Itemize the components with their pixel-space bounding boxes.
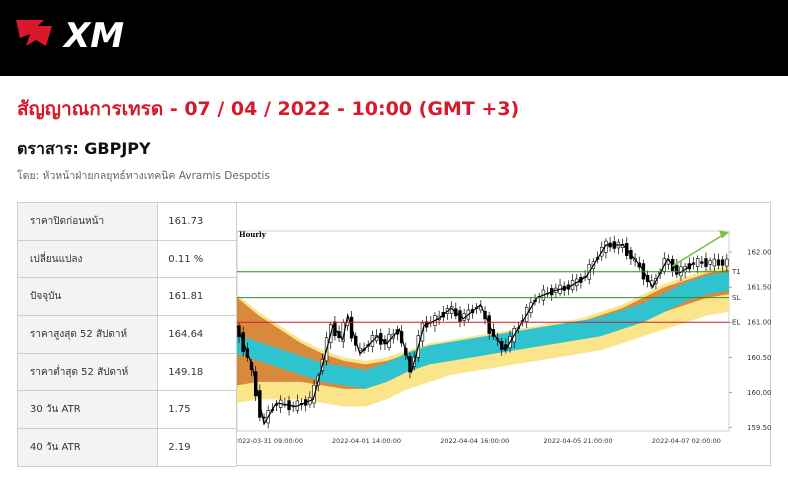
table-row: 30 วัน ATR 1.75: [16, 390, 237, 430]
price-chart-svg: Hourly T1 SL EL 162.00 161.50 161.00 160.50 160…: [237, 230, 772, 445]
stat-value: 2.19: [157, 428, 237, 467]
x-tick-label: 2022-04-01 14:00:00: [332, 437, 401, 445]
stat-label: ราคาปิดก่อนหน้า: [16, 202, 159, 241]
stat-label: 30 วัน ATR: [16, 390, 159, 430]
level-label-sl: SL: [732, 294, 740, 302]
projection-arrowhead: [719, 230, 729, 239]
table-row: ราคาสูงสุด 52 สัปดาห์ 164.64: [16, 315, 237, 354]
stat-label: เปลี่ยนแปลง: [16, 239, 159, 279]
zigzag-line: [237, 244, 695, 426]
candle-body: [708, 260, 712, 265]
price-stats-table: ราคาปิดก่อนหน้า 161.73 เปลี่ยนแปลง 0.11 …: [16, 202, 237, 467]
candle-body: [725, 258, 729, 267]
candle-body: [312, 384, 316, 404]
stat-value: 1.75: [157, 390, 237, 430]
site-header: XM: [0, 0, 788, 76]
xm-logo-mark: [16, 20, 52, 46]
y-tick-label: 160.50: [747, 354, 772, 362]
candle-body: [720, 259, 725, 266]
x-tick-label: 2022-04-05 21:00:00: [544, 437, 613, 445]
x-tick-label: 2022-04-04 16:00:00: [440, 437, 509, 445]
x-tick-label: 2022-04-07 02:00:00: [652, 437, 721, 445]
author-line: โดย: หัวหน้าฝ่ายกลยุทธ์ทางเทคนิค Avramis…: [17, 170, 270, 182]
plot-frame: [237, 230, 730, 432]
stat-label: ปัจจุบัน: [16, 277, 159, 317]
y-tick-label: 159.50: [747, 424, 772, 432]
y-tick-label: 161.50: [747, 284, 772, 292]
stat-label: 40 วัน ATR: [16, 428, 159, 467]
candle-body: [716, 259, 721, 266]
table-row: ราคาต่ำสุด 52 สัปดาห์ 149.18: [16, 352, 237, 392]
signal-title: สัญญาณการเทรด - 07 / 04 / 2022 - 10:00 (…: [17, 98, 520, 120]
candle-body: [712, 258, 717, 267]
table-row: ปัจจุบัน 161.81: [16, 277, 237, 317]
timeframe-label: Hourly: [239, 230, 267, 239]
x-tick-label: 2022-03-31 09:00:00: [237, 437, 303, 445]
upper-band: [237, 269, 729, 389]
table-row: 40 วัน ATR 2.19: [16, 428, 237, 467]
stat-value: 0.11 %: [157, 239, 237, 279]
table-row: เปลี่ยนแปลง 0.11 %: [16, 239, 237, 279]
y-tick-label: 162.00: [747, 249, 772, 257]
stat-value: 161.81: [157, 277, 237, 317]
candle-body: [695, 258, 700, 268]
xm-logo[interactable]: XM: [14, 14, 134, 52]
stat-value: 161.73: [157, 202, 237, 241]
stat-value: 149.18: [157, 352, 237, 392]
stat-value: 164.64: [157, 315, 237, 354]
outer-band: [237, 266, 729, 407]
instrument-label: ตราสาร: GBPJPY: [17, 139, 151, 158]
price-chart: Hourly T1 SL EL 162.00 161.50 161.00 160.50 160…: [236, 202, 772, 466]
candle-body: [704, 258, 708, 267]
stat-label: ราคาสูงสุด 52 สัปดาห์: [16, 315, 159, 354]
projection-line: [672, 234, 724, 267]
stat-label: ราคาต่ำสุด 52 สัปดาห์: [16, 352, 159, 392]
table-row: ราคาปิดก่อนหน้า 161.73: [16, 202, 237, 241]
level-label-t1: T1: [731, 268, 741, 276]
xm-logo-text: XM: [62, 16, 124, 52]
candle-body: [700, 261, 704, 264]
y-tick-label: 160.00: [747, 389, 772, 397]
y-tick-label: 161.00: [747, 319, 772, 327]
level-label-el: EL: [732, 319, 740, 327]
